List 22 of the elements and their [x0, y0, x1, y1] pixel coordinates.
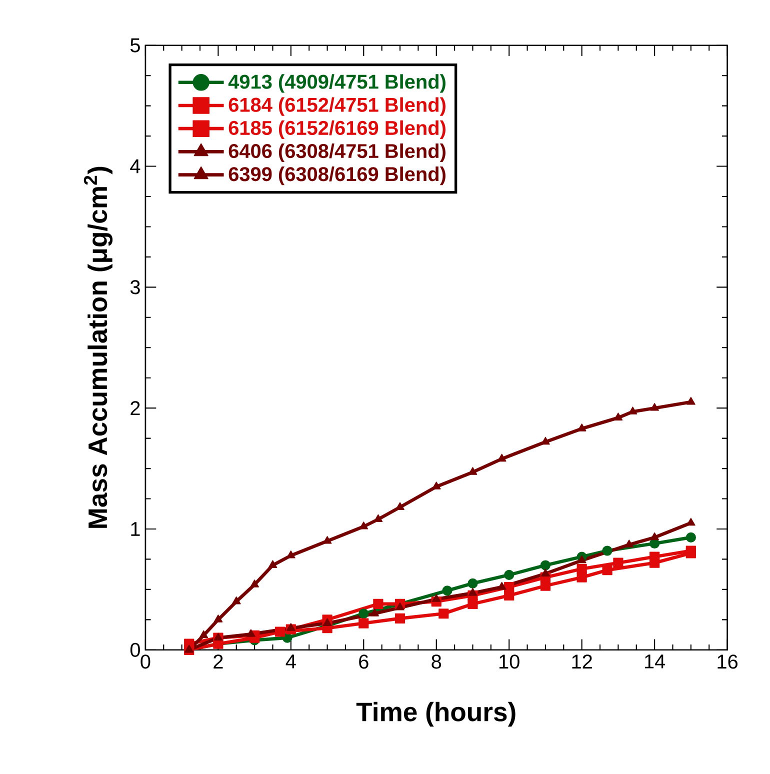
y-axis-title: Mass Accumulation (μg/cm$^{2}$)	[84, 166, 113, 528]
y-tick-label: 1	[131, 522, 140, 536]
x-tick-label: 12	[572, 654, 592, 669]
legend-label: 6184 (6152/4751 Blend)	[228, 97, 446, 116]
x-tick-label: 0	[140, 654, 150, 669]
x-tick-label: 8	[432, 654, 442, 669]
y-tick-label: 4	[130, 159, 140, 174]
y-tick-label: 2	[130, 401, 140, 416]
x-tick-label: 16	[718, 654, 738, 669]
x-tick-label: 4	[286, 654, 296, 668]
legend-label: 6399 (6308/6169 Blend)	[228, 166, 446, 186]
y-tick-label: 5	[130, 38, 140, 52]
legend-label: 6185 (6152/6169 Blend)	[228, 120, 446, 139]
x-tick-label: 2	[214, 654, 223, 669]
y-tick-label: 0	[130, 642, 140, 657]
x-tick-label: 6	[359, 654, 368, 669]
x-tick-label: 14	[644, 654, 666, 668]
legend-label: 6406 (6308/4751 Blend)	[228, 143, 446, 162]
x-axis-title: Time (hours)	[356, 702, 516, 727]
y-tick-label: 3	[130, 280, 140, 294]
x-tick-label: 10	[500, 654, 520, 669]
legend-label: 4913 (4909/4751 Blend)	[228, 74, 446, 93]
